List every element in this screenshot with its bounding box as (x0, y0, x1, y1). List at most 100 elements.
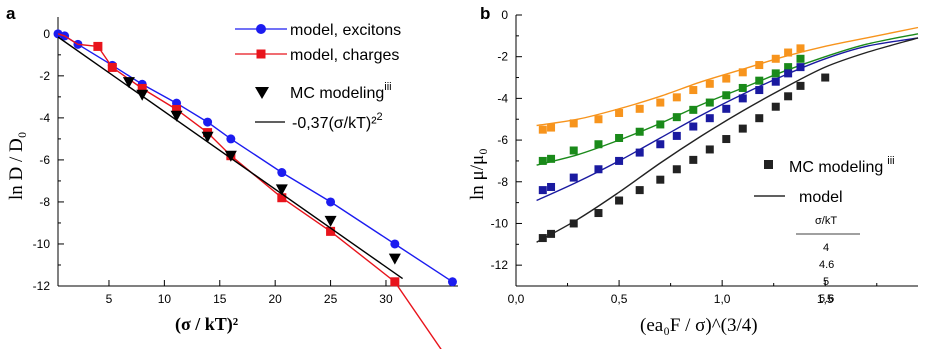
series-mc-point (275, 184, 288, 196)
series-excitons-point (226, 134, 236, 144)
mc-point-sigma-4 (796, 44, 805, 53)
legend-mc-marker (255, 87, 269, 99)
series-sigma-5 (536, 37, 919, 202)
mc-point-sigma-5 (672, 131, 681, 140)
series-charges (57, 33, 442, 349)
mc-point-sigma-4 (705, 79, 714, 88)
series-charges-point (137, 83, 147, 93)
mc-point-sigma-5 (635, 148, 644, 157)
panel-b-x-tick-label: 1,5 (817, 292, 834, 306)
mc-point-sigma-4-6 (547, 154, 556, 163)
mc-point-sigma-5 (689, 122, 698, 131)
mc-point-sigma-5-6 (635, 186, 644, 195)
mc-point-sigma-4-6 (538, 156, 547, 165)
legend-mc-modeling-marker (764, 160, 773, 169)
mc-point-sigma-4-6 (796, 54, 805, 63)
mc-point-sigma-5-6 (738, 124, 747, 133)
series-mc (122, 77, 401, 265)
mc-point-sigma-5-6 (672, 165, 681, 174)
panel-a-x-tick-label: 20 (268, 292, 282, 306)
panel-a-y-tick-label: -12 (33, 279, 51, 293)
mc-point-sigma-4-6 (615, 133, 624, 142)
mc-point-sigma-5 (547, 182, 556, 191)
mc-point-sigma-4 (547, 123, 556, 132)
series-excitons-point (390, 239, 400, 249)
mc-point-sigma-5-6 (569, 219, 578, 228)
model-curve-sigma-5-6 (536, 37, 919, 243)
panel-b-x-tick-label: 1,0 (714, 292, 731, 306)
mc-point-sigma-4-6 (722, 91, 731, 100)
sigma-value-4-6: 4.6 (819, 259, 834, 271)
mc-point-sigma-4-6 (672, 113, 681, 122)
series-charges-point (277, 193, 287, 203)
sigma-value-5: 5 (823, 276, 829, 288)
mc-point-sigma-5 (722, 104, 731, 113)
panel-b-y-tick-label: -2 (497, 50, 508, 64)
legend-charges-label: model, charges (290, 47, 399, 64)
panel-a-y-tick-label: -8 (39, 195, 50, 209)
mc-point-sigma-5-6 (755, 114, 764, 123)
mc-point-sigma-5-6 (771, 102, 780, 111)
mc-point-sigma-4-6 (569, 146, 578, 155)
sigma-kt-header: σ/kT (815, 215, 837, 227)
series-mc-point (122, 77, 135, 89)
mc-point-sigma-4-6 (705, 98, 714, 107)
panel-b-y-tick-label: -12 (491, 258, 509, 272)
mc-point-sigma-5-6 (821, 73, 830, 82)
panel-a-x-tick-label: 5 (106, 292, 113, 306)
mc-point-sigma-5 (755, 86, 764, 95)
sigma-value-4: 4 (823, 242, 829, 254)
mc-point-sigma-4 (656, 98, 665, 107)
panel-b-chart: b 0 -2 -4 -6 -8 -10 -12 0,0 0,5 1,0 1,5 MC modeli… (467, 4, 919, 336)
panel-b-legend: MC modeling iii model σ/kT 4 4.6 5 5.6 (754, 155, 895, 305)
panel-a-y-tick-label: -6 (39, 153, 50, 167)
legend-charges-marker (256, 49, 266, 59)
mc-point-sigma-4-6 (635, 127, 644, 136)
mc-point-sigma-5-6 (538, 234, 547, 243)
panel-b-y-tick-label: -10 (491, 216, 509, 230)
panel-a-x-label: (σ / kT)² (175, 314, 238, 335)
panel-b-y-tick-label: -6 (497, 133, 508, 147)
series-sigma-5-6 (536, 37, 919, 243)
mc-point-sigma-5 (796, 63, 805, 72)
series-charges-point (172, 104, 182, 114)
series-mc-point (324, 215, 337, 227)
panel-a-y-tick-label: -4 (39, 111, 50, 125)
mc-point-sigma-5 (615, 156, 624, 165)
panel-a-x-tick-label: 30 (379, 292, 393, 306)
series-excitons-point (203, 117, 213, 127)
mc-point-sigma-4 (738, 68, 747, 77)
panel-a-y-tick-label: -10 (33, 237, 51, 251)
series-mc-point (170, 110, 183, 122)
series-fit (57, 36, 404, 280)
series-fit-line (57, 36, 404, 280)
mc-point-sigma-4 (635, 104, 644, 113)
series-mc-point (224, 150, 237, 162)
panel-b-y-tick-label: -8 (497, 175, 508, 189)
mc-point-sigma-5-6 (594, 209, 603, 218)
mc-point-sigma-5-6 (689, 155, 698, 164)
mc-point-sigma-5-6 (615, 196, 624, 205)
legend-model-label: model (799, 189, 843, 206)
mc-point-sigma-4 (771, 54, 780, 63)
series-charges-point (93, 41, 103, 51)
panel-b-x-label: (ea₀F / σ)^(3/4) (640, 315, 758, 336)
series-mc-point (388, 253, 401, 265)
mc-point-sigma-4 (672, 93, 681, 102)
series-sigma-4 (536, 26, 919, 134)
panel-a-y-tick-label: 0 (43, 27, 50, 41)
panel-a-y-tick-label: -2 (39, 69, 50, 83)
panel-b-y-label: ln μ/μ₀ (467, 148, 488, 200)
series-excitons-point (447, 277, 457, 287)
mc-point-sigma-5-6 (784, 92, 793, 101)
mc-point-sigma-4 (755, 61, 764, 70)
mc-point-sigma-4 (722, 74, 731, 83)
series-sigma-4-6 (536, 33, 919, 166)
mc-point-sigma-5-6 (656, 175, 665, 184)
panel-a-y-label: ln D / D₀ (6, 132, 27, 200)
series-excitons-point (326, 197, 336, 207)
panel-b-x-tick-label: 0,0 (508, 292, 525, 306)
model-curve-sigma-5 (536, 37, 919, 202)
mc-point-sigma-4 (569, 119, 578, 128)
